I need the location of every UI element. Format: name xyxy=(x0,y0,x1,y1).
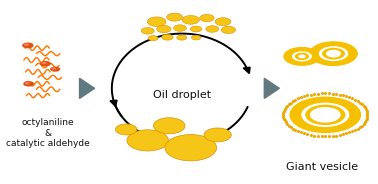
Circle shape xyxy=(206,26,219,32)
Polygon shape xyxy=(79,78,94,98)
Text: octylaniline: octylaniline xyxy=(22,118,74,128)
Polygon shape xyxy=(110,100,117,107)
Circle shape xyxy=(141,28,154,34)
Circle shape xyxy=(52,67,56,70)
Circle shape xyxy=(147,17,166,26)
Circle shape xyxy=(177,35,187,40)
Circle shape xyxy=(182,15,199,24)
Circle shape xyxy=(322,48,345,59)
Circle shape xyxy=(50,67,60,72)
Circle shape xyxy=(115,124,137,135)
Circle shape xyxy=(309,41,358,66)
Text: catalytic aldehyde: catalytic aldehyde xyxy=(6,139,90,148)
Circle shape xyxy=(295,53,309,60)
Circle shape xyxy=(40,61,51,66)
Circle shape xyxy=(167,13,183,21)
Circle shape xyxy=(298,54,306,58)
Polygon shape xyxy=(243,67,250,74)
Polygon shape xyxy=(264,78,279,98)
Circle shape xyxy=(310,107,341,123)
Circle shape xyxy=(221,26,235,33)
Circle shape xyxy=(192,35,201,40)
Text: Giant vesicle: Giant vesicle xyxy=(286,162,358,172)
Circle shape xyxy=(24,43,29,46)
Circle shape xyxy=(292,51,312,61)
Circle shape xyxy=(326,50,341,58)
Circle shape xyxy=(42,62,46,64)
Circle shape xyxy=(127,130,169,151)
Circle shape xyxy=(204,128,231,142)
Circle shape xyxy=(305,105,345,125)
Text: Oil droplet: Oil droplet xyxy=(153,90,211,100)
Circle shape xyxy=(215,18,231,26)
Circle shape xyxy=(283,47,321,66)
Circle shape xyxy=(148,36,158,41)
Circle shape xyxy=(165,135,217,161)
Circle shape xyxy=(290,97,361,133)
Circle shape xyxy=(22,43,34,48)
Circle shape xyxy=(162,34,173,40)
Circle shape xyxy=(156,25,171,33)
Circle shape xyxy=(319,46,348,61)
Circle shape xyxy=(25,82,29,84)
Circle shape xyxy=(23,81,34,86)
Circle shape xyxy=(153,118,185,134)
Circle shape xyxy=(200,14,214,22)
Text: &: & xyxy=(44,129,51,138)
Circle shape xyxy=(191,26,202,32)
Circle shape xyxy=(174,25,186,31)
Circle shape xyxy=(301,103,349,127)
